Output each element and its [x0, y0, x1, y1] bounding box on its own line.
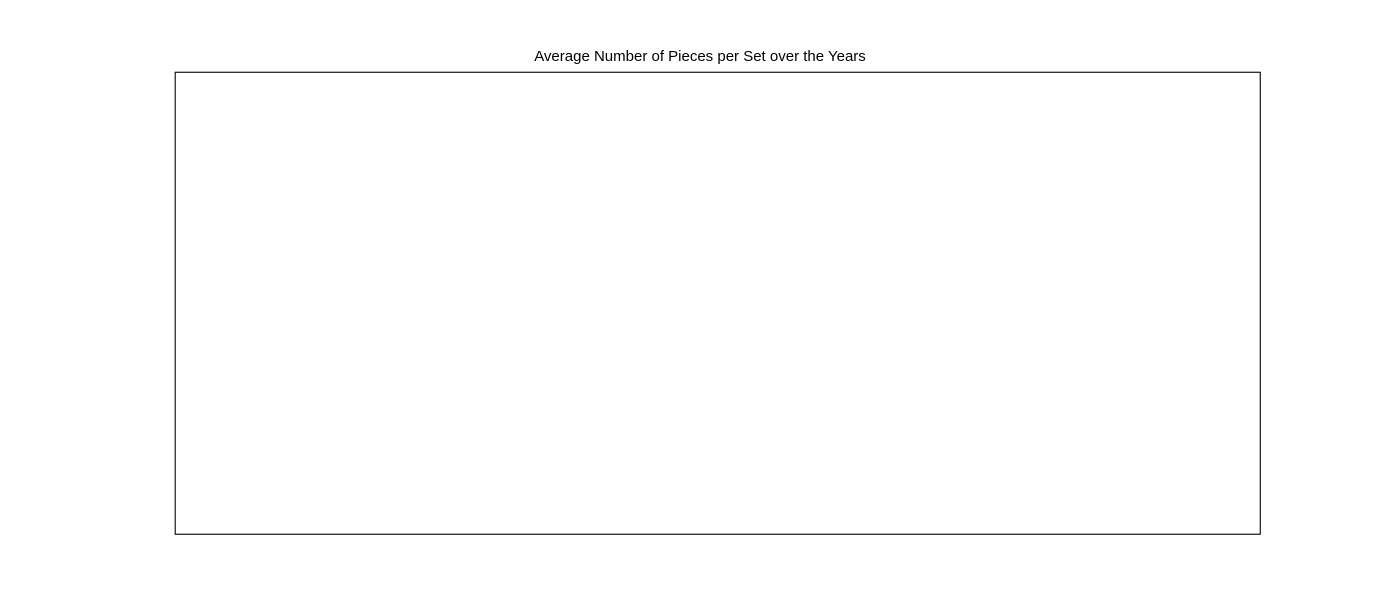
svg-text:Average Number of Pieces per S: Average Number of Pieces per Set over th…	[534, 48, 866, 65]
